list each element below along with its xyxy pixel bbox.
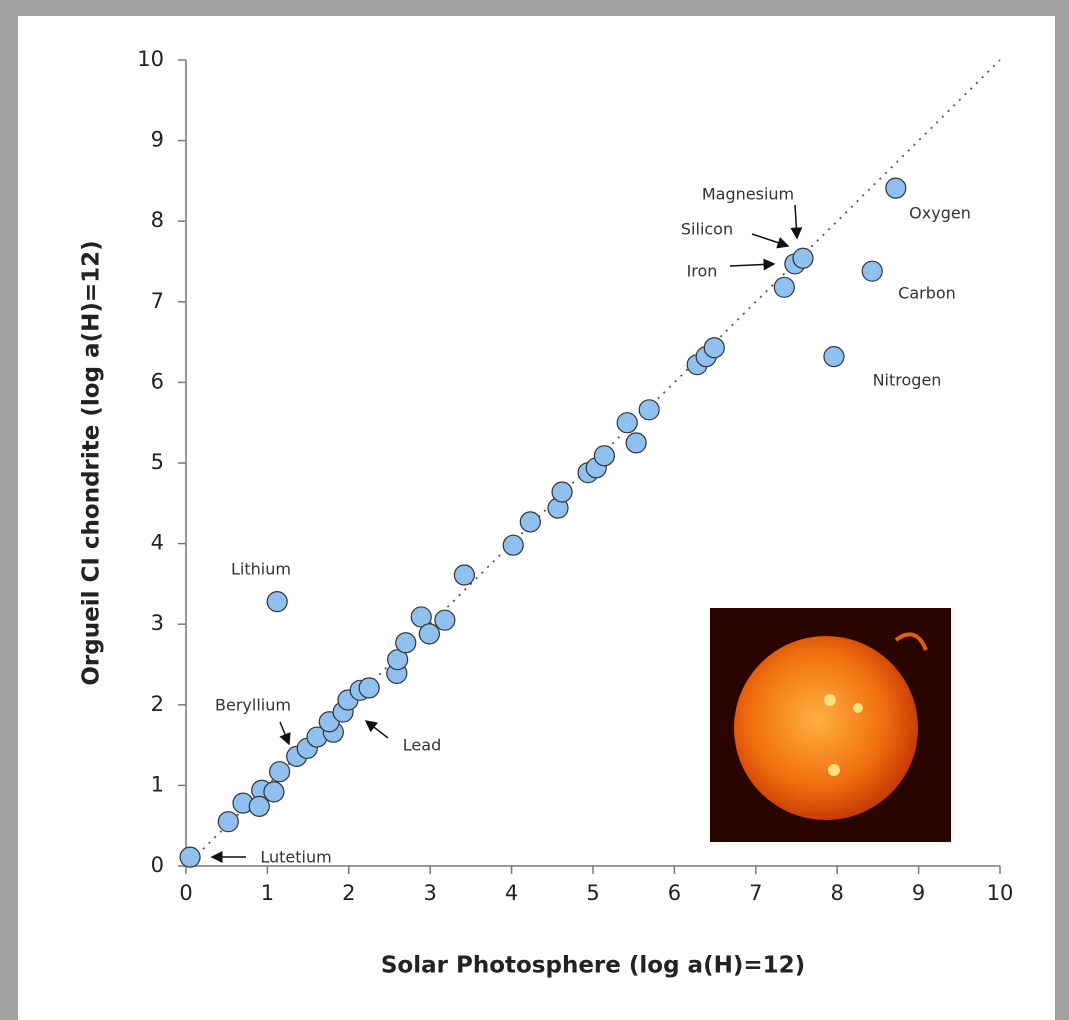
y-axis-title: Orgueil CI chondrite (log a(H)=12) — [79, 240, 105, 685]
y-tick-label: 8 — [151, 208, 164, 232]
point — [861, 260, 883, 282]
annotation: Silicon — [681, 220, 733, 239]
y-tick-label: 3 — [151, 611, 164, 635]
point — [410, 606, 432, 628]
y-tick-label: 4 — [151, 531, 164, 555]
annotation-arrow — [751, 233, 790, 249]
point — [248, 795, 270, 817]
x-tick-label: 4 — [505, 881, 518, 905]
point — [217, 811, 239, 833]
point — [418, 623, 440, 645]
y-tick-label: 0 — [151, 853, 164, 877]
point — [703, 337, 725, 359]
point — [387, 649, 409, 671]
x-tick-label: 6 — [668, 881, 681, 905]
annotation: Nitrogen — [873, 371, 942, 390]
point — [823, 346, 845, 368]
annotation: Iron — [687, 262, 718, 281]
x-axis-title: Solar Photosphere (log a(H)=12) — [381, 953, 805, 979]
point — [773, 276, 795, 298]
y-tick-label: 9 — [151, 128, 164, 152]
x-tick-label: 10 — [987, 881, 1014, 905]
y-tick-label: 5 — [151, 450, 164, 474]
annotation: Magnesium — [702, 185, 794, 204]
point — [502, 534, 524, 556]
x-tick-label: 1 — [261, 881, 274, 905]
y-tick-label: 7 — [151, 289, 164, 313]
annotation: Carbon — [898, 284, 956, 303]
point — [266, 591, 288, 613]
y-tick-label: 6 — [151, 369, 164, 393]
point — [593, 445, 615, 467]
y-tick-label: 2 — [151, 692, 164, 716]
point — [638, 399, 660, 421]
sun-image — [710, 608, 951, 842]
point — [434, 609, 456, 631]
point — [519, 511, 541, 533]
x-tick-label: 9 — [912, 881, 925, 905]
point — [551, 481, 573, 503]
annotation: Lutetium — [260, 848, 331, 867]
annotation-arrow — [729, 258, 776, 271]
y-tick-label: 1 — [151, 772, 164, 796]
x-tick-label: 2 — [342, 881, 355, 905]
point — [395, 632, 417, 654]
x-tick-label: 8 — [831, 881, 844, 905]
point — [792, 247, 814, 269]
annotation: Beryllium — [215, 696, 291, 715]
x-tick-label: 5 — [586, 881, 599, 905]
point — [179, 846, 201, 868]
point — [358, 677, 380, 699]
point — [263, 781, 285, 803]
x-tick-label: 3 — [424, 881, 437, 905]
annotation-arrow — [279, 721, 291, 746]
point — [269, 761, 291, 783]
point — [885, 177, 907, 199]
annotation-arrow — [790, 204, 803, 240]
annotation: Lithium — [231, 560, 291, 579]
x-tick-label: 0 — [179, 881, 192, 905]
point — [616, 412, 638, 434]
annotation: Lead — [403, 736, 441, 755]
x-tick-label: 7 — [749, 881, 762, 905]
y-tick-label: 10 — [137, 47, 164, 71]
point — [453, 564, 475, 586]
annotation: Oxygen — [909, 204, 971, 223]
annotation-arrow — [364, 720, 389, 739]
point — [625, 432, 647, 454]
